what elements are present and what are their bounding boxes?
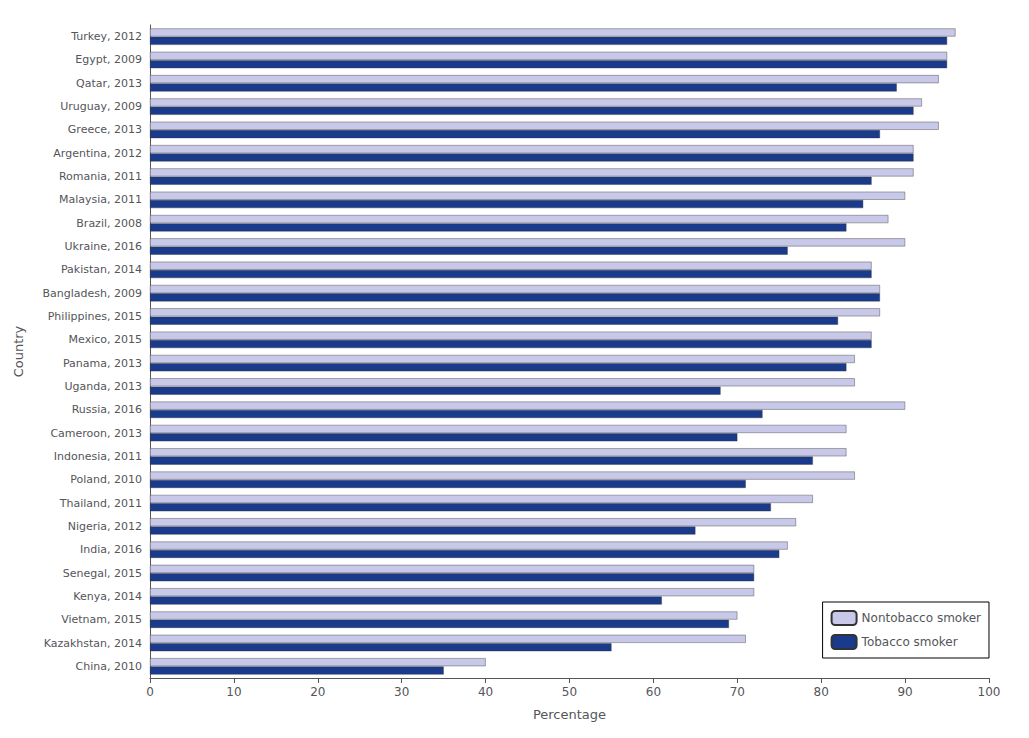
- svg-text:90: 90: [897, 685, 912, 699]
- svg-text:Malaysia, 2011: Malaysia, 2011: [59, 193, 142, 206]
- svg-text:Nigeria, 2012: Nigeria, 2012: [68, 520, 142, 533]
- svg-text:Argentina, 2012: Argentina, 2012: [53, 147, 142, 160]
- svg-text:Cameroon, 2013: Cameroon, 2013: [50, 427, 142, 440]
- svg-text:30: 30: [394, 685, 409, 699]
- svg-text:Egypt, 2009: Egypt, 2009: [75, 53, 142, 66]
- svg-text:20: 20: [310, 685, 325, 699]
- svg-text:40: 40: [478, 685, 493, 699]
- svg-text:100: 100: [978, 685, 1001, 699]
- svg-text:Vietnam, 2015: Vietnam, 2015: [61, 613, 142, 626]
- svg-text:Panama, 2013: Panama, 2013: [63, 357, 142, 370]
- svg-text:Brazil, 2008: Brazil, 2008: [76, 217, 142, 230]
- svg-text:Philippines, 2015: Philippines, 2015: [48, 310, 142, 323]
- svg-text:80: 80: [814, 685, 829, 699]
- svg-text:Turkey, 2012: Turkey, 2012: [70, 30, 142, 43]
- svg-text:Uruguay, 2009: Uruguay, 2009: [60, 100, 142, 113]
- svg-text:Nontobacco smoker: Nontobacco smoker: [862, 611, 981, 625]
- svg-text:Indonesia, 2011: Indonesia, 2011: [54, 450, 142, 463]
- svg-text:Thailand, 2011: Thailand, 2011: [59, 497, 142, 510]
- svg-text:Percentage: Percentage: [533, 707, 606, 722]
- svg-text:Bangladesh, 2009: Bangladesh, 2009: [43, 287, 142, 300]
- svg-text:India, 2016: India, 2016: [80, 543, 142, 556]
- svg-text:70: 70: [730, 685, 745, 699]
- svg-text:Romania, 2011: Romania, 2011: [59, 170, 142, 183]
- svg-text:Mexico, 2015: Mexico, 2015: [69, 333, 142, 346]
- svg-text:10: 10: [226, 685, 241, 699]
- svg-text:Kazakhstan, 2014: Kazakhstan, 2014: [44, 637, 142, 650]
- svg-text:Tobacco smoker: Tobacco smoker: [861, 635, 958, 649]
- svg-text:60: 60: [646, 685, 661, 699]
- svg-text:Greece, 2013: Greece, 2013: [68, 123, 142, 136]
- svg-text:50: 50: [562, 685, 577, 699]
- svg-text:Pakistan, 2014: Pakistan, 2014: [61, 263, 142, 276]
- svg-text:Poland, 2010: Poland, 2010: [70, 473, 142, 486]
- svg-text:Senegal, 2015: Senegal, 2015: [63, 567, 142, 580]
- svg-text:Qatar, 2013: Qatar, 2013: [76, 77, 142, 90]
- svg-text:Country: Country: [11, 325, 26, 377]
- svg-text:Kenya, 2014: Kenya, 2014: [73, 590, 142, 603]
- svg-text:Uganda, 2013: Uganda, 2013: [65, 380, 142, 393]
- svg-text:China, 2010: China, 2010: [76, 660, 142, 673]
- svg-text:Russia, 2016: Russia, 2016: [72, 403, 142, 416]
- svg-text:0: 0: [146, 685, 154, 699]
- svg-text:Ukraine, 2016: Ukraine, 2016: [65, 240, 142, 253]
